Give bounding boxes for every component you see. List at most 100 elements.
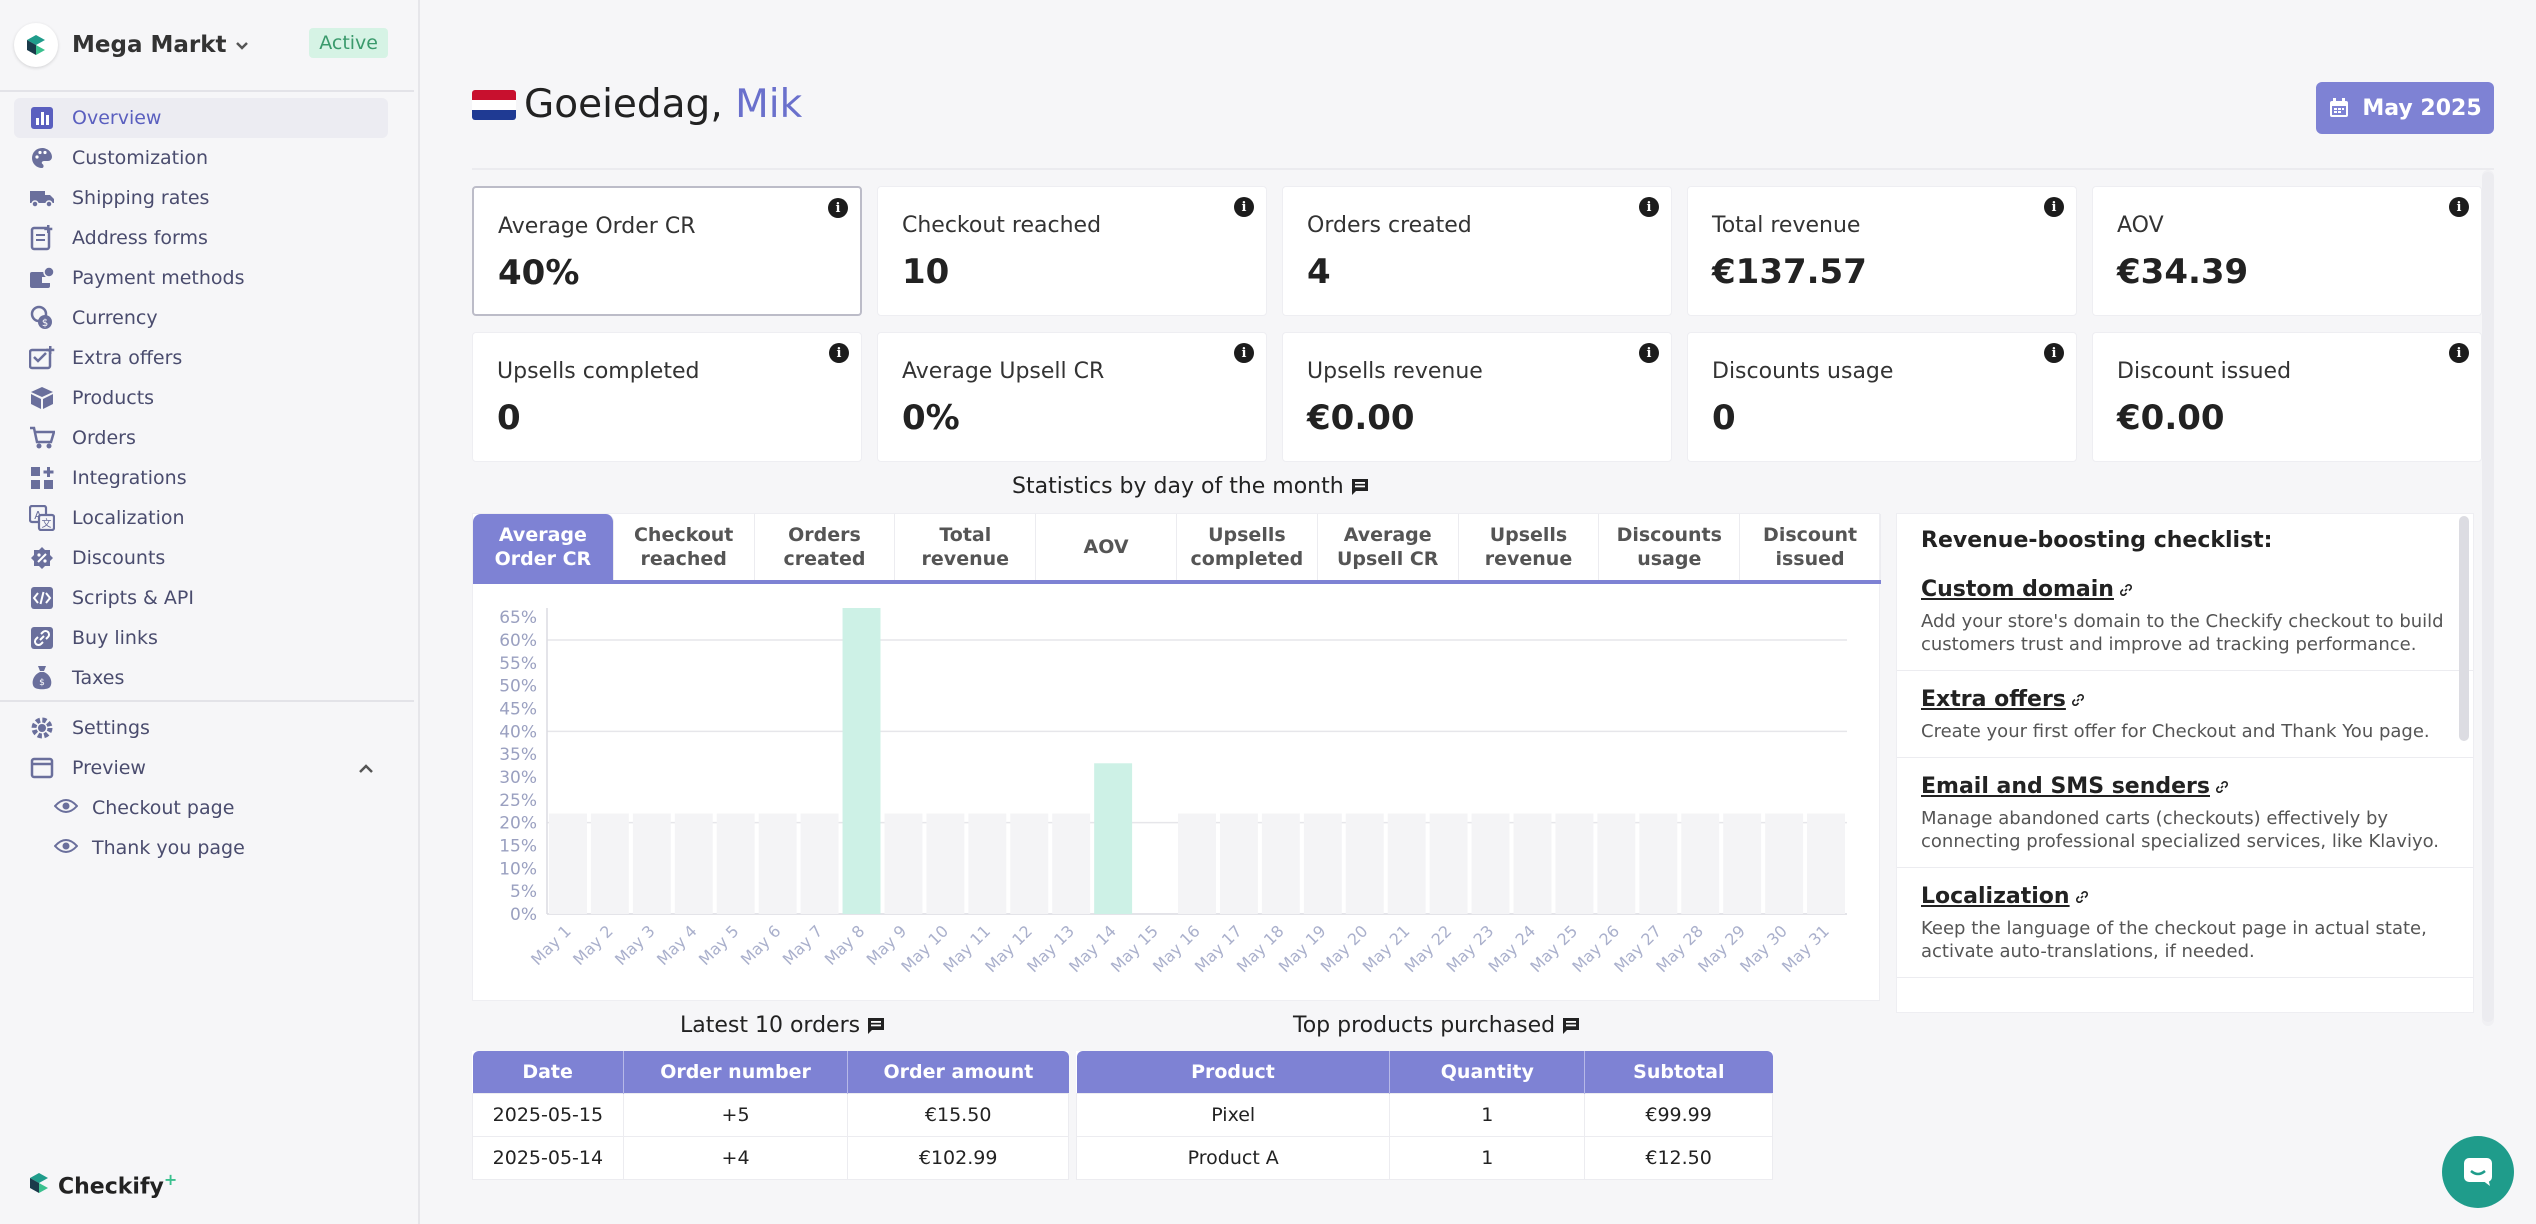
checklist-scrollbar[interactable] [2459,516,2469,741]
chevron-up-icon[interactable] [358,759,374,778]
checklist-link[interactable]: Extra offers [1921,687,2086,712]
tab-discount-issued[interactable]: Discount issued [1740,514,1881,580]
background-bar [632,813,671,914]
kpi-value: €0.00 [2117,398,2225,438]
info-icon[interactable]: i [1639,343,1659,363]
table-cell: €15.50 [847,1092,1069,1137]
background-bar [1471,813,1510,914]
sidebar-item-preview[interactable]: Preview [14,748,388,788]
tab-total-revenue[interactable]: Total revenue [895,514,1037,580]
sidebar-item-buy-links[interactable]: Buy links [14,618,388,658]
store-switcher[interactable]: Mega Markt Active [14,22,404,68]
sidebar-item-label: Integrations [72,467,187,489]
info-icon[interactable]: i [1639,197,1659,217]
tab-upsells-revenue[interactable]: Upsells revenue [1459,514,1600,580]
x-tick-label: May 2 [569,921,617,969]
kpi-value: 40% [498,253,580,293]
kpi-card-average-upsell-cr[interactable]: Average Upsell CR 0% i [877,332,1267,462]
checklist-description: Add your store's domain to the Checkify … [1921,611,2444,655]
main-scrollbar-thumb[interactable] [2482,172,2494,1022]
sidebar-item-shipping-rates[interactable]: Shipping rates [14,178,388,218]
chat-icon [2464,1158,2492,1186]
tab-orders-created[interactable]: Orders created [755,514,896,580]
sidebar-item-customization[interactable]: Customization [14,138,388,178]
info-icon[interactable]: i [1234,197,1254,217]
month-picker-button[interactable]: May 2025 [2316,82,2494,134]
column-header: Order number [623,1051,849,1093]
eye-icon [53,798,79,818]
table-row: Product A 1 €12.50 [1075,1135,1773,1180]
kpi-card-aov[interactable]: AOV €34.39 i [2092,186,2482,316]
info-icon[interactable]: i [828,198,848,218]
sidebar-item-label: Settings [72,717,150,739]
chevron-down-icon [235,36,249,55]
kpi-card-total-revenue[interactable]: Total revenue €137.57 i [1687,186,2077,316]
info-icon[interactable]: i [2449,343,2469,363]
sidebar-item-taxes[interactable]: $ Taxes [14,658,388,698]
kpi-card-orders-created[interactable]: Orders created 4 i [1282,186,1672,316]
kpi-label: Upsells completed [497,359,700,384]
sidebar-item-products[interactable]: Products [14,378,388,418]
sidebar-item-label: Payment methods [72,267,245,289]
preview-item-thank-you-page[interactable]: Thank you page [14,828,388,868]
sidebar-item-orders[interactable]: Orders [14,418,388,458]
link-icon [2216,780,2228,793]
background-bar [884,813,923,914]
preview-item-checkout-page[interactable]: Checkout page [14,788,388,828]
sidebar-item-settings[interactable]: Settings [14,708,388,748]
eye-icon [53,838,79,858]
tab-upsells-completed[interactable]: Upsells completed [1177,514,1318,580]
info-icon[interactable]: i [2044,197,2064,217]
kpi-card-upsells-revenue[interactable]: Upsells revenue €0.00 i [1282,332,1672,462]
checklist-item-extra-offers: Extra offers Create your first offer for … [1897,671,2473,758]
sidebar-item-payment-methods[interactable]: Payment methods [14,258,388,298]
sidebar-item-discounts[interactable]: Discounts [14,538,388,578]
preview-item-label: Thank you page [92,837,245,859]
sidebar-item-extra-offers[interactable]: Extra offers [14,338,388,378]
sidebar-item-scripts-and-api[interactable]: Scripts & API [14,578,388,618]
sidebar-item-address-forms[interactable]: Address forms [14,218,388,258]
background-bar [1555,813,1594,914]
kpi-card-upsells-completed[interactable]: Upsells completed 0 i [472,332,862,462]
column-header: Order amount [847,1051,1069,1093]
kpi-card-discount-issued[interactable]: Discount issued €0.00 i [2092,332,2482,462]
tab-discounts-usage[interactable]: Discounts usage [1599,514,1741,580]
info-icon[interactable]: i [1234,343,1254,363]
sidebar-item-label: Customization [72,147,209,169]
kpi-card-discounts-usage[interactable]: Discounts usage 0 i [1687,332,2077,462]
background-bar [1765,813,1804,914]
info-icon[interactable]: i [2044,343,2064,363]
tab-aov[interactable]: AOV [1036,514,1177,580]
link-icon [2071,693,2084,706]
background-bar [758,813,797,914]
table-cell: €102.99 [847,1135,1069,1180]
sidebar-item-label: Extra offers [72,347,183,369]
kpi-value: 0 [497,398,521,438]
column-header: Date [472,1051,624,1093]
checklist-link[interactable]: Email and SMS senders [1921,774,2230,799]
sidebar-item-overview[interactable]: Overview [14,98,388,138]
kpi-value: €0.00 [1307,398,1415,438]
background-bar [1807,813,1845,914]
info-icon[interactable]: i [2449,197,2469,217]
sidebar-item-integrations[interactable]: Integrations [14,458,388,498]
form-icon [28,224,56,252]
tab-checkout-reached[interactable]: Checkout reached [614,514,755,580]
sidebar-item-localization[interactable]: A 文 Localization [14,498,388,538]
link-icon [28,624,56,652]
checklist-link[interactable]: Custom domain [1921,577,2134,602]
support-chat-button[interactable] [2442,1136,2514,1208]
table-cell: €12.50 [1584,1135,1773,1180]
background-bar [1387,813,1426,914]
sidebar-item-currency[interactable]: $ Currency [14,298,388,338]
tab-average-order-cr[interactable]: Average Order CR [473,514,614,580]
tab-average-upsell-cr[interactable]: Average Upsell CR [1318,514,1459,580]
table-cell: 1 [1389,1135,1586,1180]
checklist-link[interactable]: Localization [1921,884,2090,909]
month-picker-label: May 2025 [2362,95,2482,121]
greeting: Goeiedag, Mik [472,82,802,127]
kpi-card-checkout-reached[interactable]: Checkout reached 10 i [877,186,1267,316]
info-icon[interactable]: i [829,343,849,363]
kpi-card-average-order-cr[interactable]: Average Order CR 40% i [472,186,862,316]
x-tick-label: May 5 [695,921,743,969]
